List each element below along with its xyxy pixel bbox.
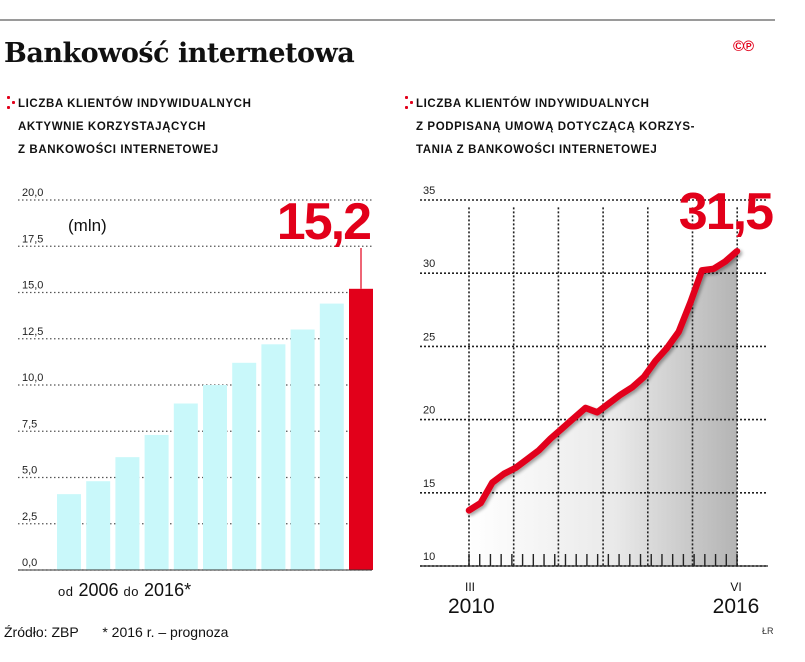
- y-tick-label: 25: [423, 331, 435, 343]
- data-point: [619, 394, 622, 396]
- y-tick-label: 10: [423, 551, 435, 563]
- bullet-icon: [3, 96, 15, 110]
- right-chart-subtitle: Liczba klientów indywidualnych z podpisa…: [416, 93, 695, 162]
- data-point: [643, 376, 645, 378]
- bullet-icon: [401, 96, 413, 110]
- subtitle-line: tania z bankowości internetowej: [416, 144, 658, 156]
- period-start: 2006: [78, 580, 119, 600]
- y-tick-label: 0,0: [22, 557, 37, 569]
- subtitle-line: Liczba klientów indywidualnych: [18, 98, 252, 110]
- data-point: [701, 269, 703, 271]
- data-point: [550, 438, 552, 440]
- subtitle-line: z podpisaną umową dotyczącą korzys-: [416, 121, 696, 133]
- bar-chart-body: 0,0 2,5 5,0 7,5 10,0 12,5 15,0 17,5 20,0: [18, 187, 373, 571]
- x-end-mark: VI: [730, 580, 742, 594]
- y-tick-label: 2,5: [22, 511, 37, 523]
- bar-highlight: [349, 288, 373, 570]
- data-point: [573, 417, 575, 419]
- x-start-mark: III: [464, 580, 475, 594]
- bar: [144, 434, 169, 570]
- author-credit: ŁR: [762, 626, 774, 636]
- data-point: [654, 360, 657, 362]
- data-point: [608, 402, 610, 405]
- data-point: [503, 473, 505, 475]
- data-point: [468, 509, 470, 511]
- x-end-label: VI 2016: [711, 579, 761, 619]
- x-start-label: III 2010: [448, 579, 495, 619]
- period-label: od 2006 do 2016*: [58, 580, 191, 601]
- data-point: [736, 250, 738, 252]
- page-title: Bankowość internetowa: [4, 38, 355, 69]
- data-point: [666, 347, 668, 349]
- data-point: [584, 407, 587, 409]
- subtitle-line: aktywnie korzystających: [18, 121, 207, 133]
- y-tick-label: 5,0: [22, 465, 37, 477]
- bar: [86, 481, 111, 570]
- series-line: [465, 247, 741, 514]
- source-note: Źródło: ZBP: [4, 624, 79, 640]
- data-point: [713, 268, 715, 270]
- data-point: [491, 482, 493, 484]
- y-tick-label: 20: [423, 405, 435, 417]
- data-point: [678, 331, 680, 333]
- bar: [57, 494, 81, 570]
- bar: [232, 362, 257, 570]
- data-point: [480, 502, 482, 504]
- subtitle-line: z bankowości internetowej: [18, 144, 219, 156]
- publisher-logo: ©℗: [733, 38, 754, 55]
- period-do: do: [123, 584, 140, 599]
- y-tick-label: 15,0: [22, 280, 43, 292]
- data-point: [561, 427, 563, 429]
- bar: [173, 403, 198, 570]
- y-tick-label: 12,5: [22, 326, 43, 338]
- forecast-note: * 2016 r. – prognoza: [102, 624, 229, 640]
- top-rule: [0, 19, 775, 21]
- bar: [319, 303, 344, 570]
- bar: [115, 457, 140, 570]
- subtitle-line: Liczba klientów indywidualnych: [416, 98, 650, 110]
- y-tick-label: 15: [423, 478, 435, 490]
- data-point: [631, 386, 633, 388]
- highlight-value: 15,2: [277, 193, 370, 251]
- footer: Źródło: ZBP * 2016 r. – prognoza: [4, 624, 228, 640]
- highlight-value: 31,5: [679, 183, 773, 241]
- data-point: [515, 467, 517, 469]
- y-tick-label: 30: [423, 258, 435, 270]
- y-tick-label: 10,0: [22, 372, 43, 384]
- x-start-year: 2010: [448, 595, 495, 618]
- data-point: [689, 301, 692, 304]
- period-end: 2016*: [144, 580, 192, 600]
- line-chart-body: 10 15 20 25 30 35: [420, 185, 768, 567]
- data-point: [526, 458, 528, 460]
- x-end-year: 2016: [712, 595, 760, 618]
- period-od: od: [58, 584, 74, 599]
- data-point: [538, 449, 540, 451]
- y-tick-label: 7,5: [22, 418, 37, 430]
- data-point: [596, 411, 598, 413]
- data-point: [724, 260, 726, 263]
- y-tick-label: 17,5: [22, 233, 43, 245]
- bar: [290, 329, 315, 570]
- unit-label: (mln): [68, 216, 107, 235]
- y-tick-label: 20,0: [22, 187, 43, 199]
- bar: [203, 385, 227, 570]
- bar: [261, 344, 286, 570]
- left-chart-subtitle: Liczba klientów indywidualnych aktywnie …: [18, 93, 252, 162]
- y-tick-label: 35: [423, 185, 435, 197]
